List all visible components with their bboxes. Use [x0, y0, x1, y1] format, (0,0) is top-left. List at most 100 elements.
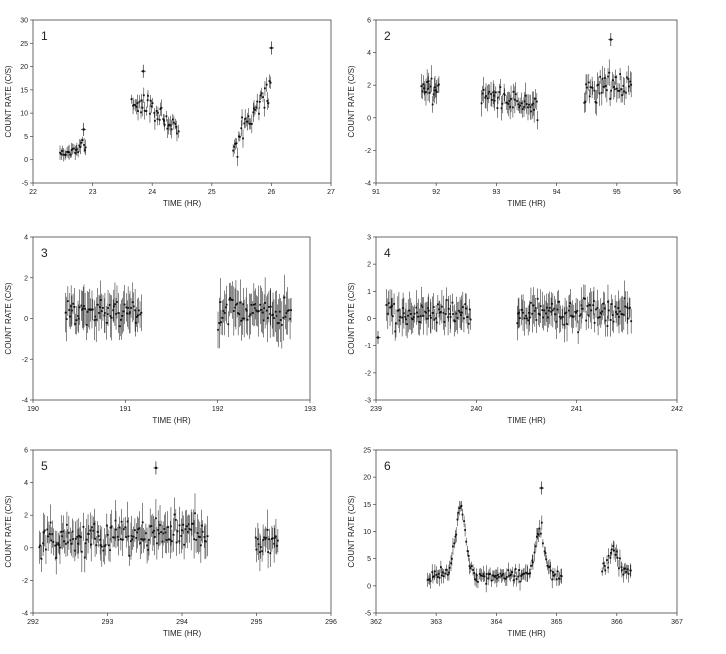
data-point — [268, 538, 271, 541]
x-tick-label: 190 — [27, 406, 39, 413]
data-point — [269, 552, 272, 555]
data-point — [616, 313, 618, 316]
data-point — [626, 306, 629, 309]
data-point — [276, 539, 279, 542]
data-point — [464, 529, 467, 531]
data-point — [177, 130, 180, 133]
data-point — [142, 70, 145, 73]
data-point — [198, 536, 201, 538]
data-point — [96, 530, 99, 533]
data-point — [83, 144, 85, 146]
data-point — [275, 535, 277, 538]
data-point — [488, 90, 491, 93]
data-point — [270, 46, 273, 50]
data-point — [242, 303, 245, 306]
data-point — [80, 141, 83, 144]
data-point — [550, 302, 553, 305]
data-point — [516, 322, 519, 325]
data-point — [474, 578, 476, 581]
data-point — [557, 300, 560, 303]
data-point — [398, 319, 401, 322]
data-point — [205, 540, 207, 543]
data-point — [166, 127, 169, 130]
data-point — [204, 540, 206, 543]
data-point — [402, 312, 405, 315]
data-point — [429, 314, 432, 317]
data-point — [115, 528, 117, 531]
data-point — [614, 553, 617, 556]
data-point — [43, 529, 46, 532]
data-point — [258, 112, 260, 115]
y-tick-label: -4 — [365, 181, 371, 188]
data-point — [69, 539, 72, 542]
data-point — [464, 303, 467, 306]
data-point — [555, 320, 558, 323]
data-point — [565, 311, 568, 314]
data-point — [83, 556, 86, 559]
data-point — [63, 540, 66, 543]
data-point — [496, 574, 499, 576]
data-point — [274, 310, 277, 313]
data-point — [503, 92, 506, 95]
y-tick-label: 15 — [363, 502, 371, 509]
data-point — [104, 312, 106, 314]
data-point — [87, 308, 90, 311]
data-point — [460, 504, 463, 507]
data-point — [149, 525, 152, 528]
data-point — [528, 103, 530, 106]
panel-number: 3 — [41, 246, 48, 260]
data-point — [425, 311, 427, 314]
data-point — [456, 518, 459, 521]
data-point — [594, 101, 597, 103]
data-point — [441, 305, 443, 308]
data-point — [120, 318, 123, 321]
data-point — [59, 151, 61, 154]
data-point — [626, 76, 628, 79]
y-tick-label: 15 — [20, 87, 28, 94]
data-point — [265, 536, 267, 539]
data-point — [547, 309, 550, 312]
data-point — [165, 539, 168, 541]
data-point — [173, 121, 175, 124]
data-point — [136, 314, 139, 317]
data-point — [401, 316, 404, 319]
data-point — [116, 535, 119, 538]
data-point — [625, 91, 627, 94]
data-point — [146, 99, 149, 101]
data-point — [550, 310, 552, 313]
data-point — [105, 524, 108, 527]
data-point — [530, 301, 532, 304]
data-point — [619, 310, 621, 313]
data-point — [497, 96, 499, 99]
data-point — [257, 543, 260, 546]
data-point — [434, 570, 436, 573]
data-point — [171, 540, 173, 543]
x-tick-label: 95 — [613, 189, 621, 196]
data-point — [91, 308, 94, 311]
data-point — [568, 305, 571, 308]
data-point — [408, 309, 411, 312]
x-axis-label: TIME (HR) — [507, 199, 546, 208]
data-point — [69, 153, 72, 156]
data-point — [250, 122, 253, 125]
data-point — [141, 521, 144, 524]
data-point — [473, 572, 476, 574]
data-point — [113, 536, 116, 539]
data-point — [136, 531, 139, 534]
data-point — [160, 107, 163, 109]
data-point — [440, 574, 443, 577]
data-point — [480, 102, 483, 105]
data-point — [240, 127, 243, 130]
data-point — [545, 306, 548, 309]
x-tick-label: 365 — [551, 619, 563, 626]
data-point — [135, 537, 138, 539]
data-point — [426, 81, 429, 83]
y-tick-label: 0 — [367, 583, 371, 590]
data-point — [517, 103, 520, 106]
data-point — [584, 297, 586, 300]
data-point — [172, 533, 175, 536]
data-point — [55, 543, 58, 546]
data-point — [503, 93, 506, 96]
data-point — [108, 304, 111, 306]
data-point — [106, 533, 109, 536]
